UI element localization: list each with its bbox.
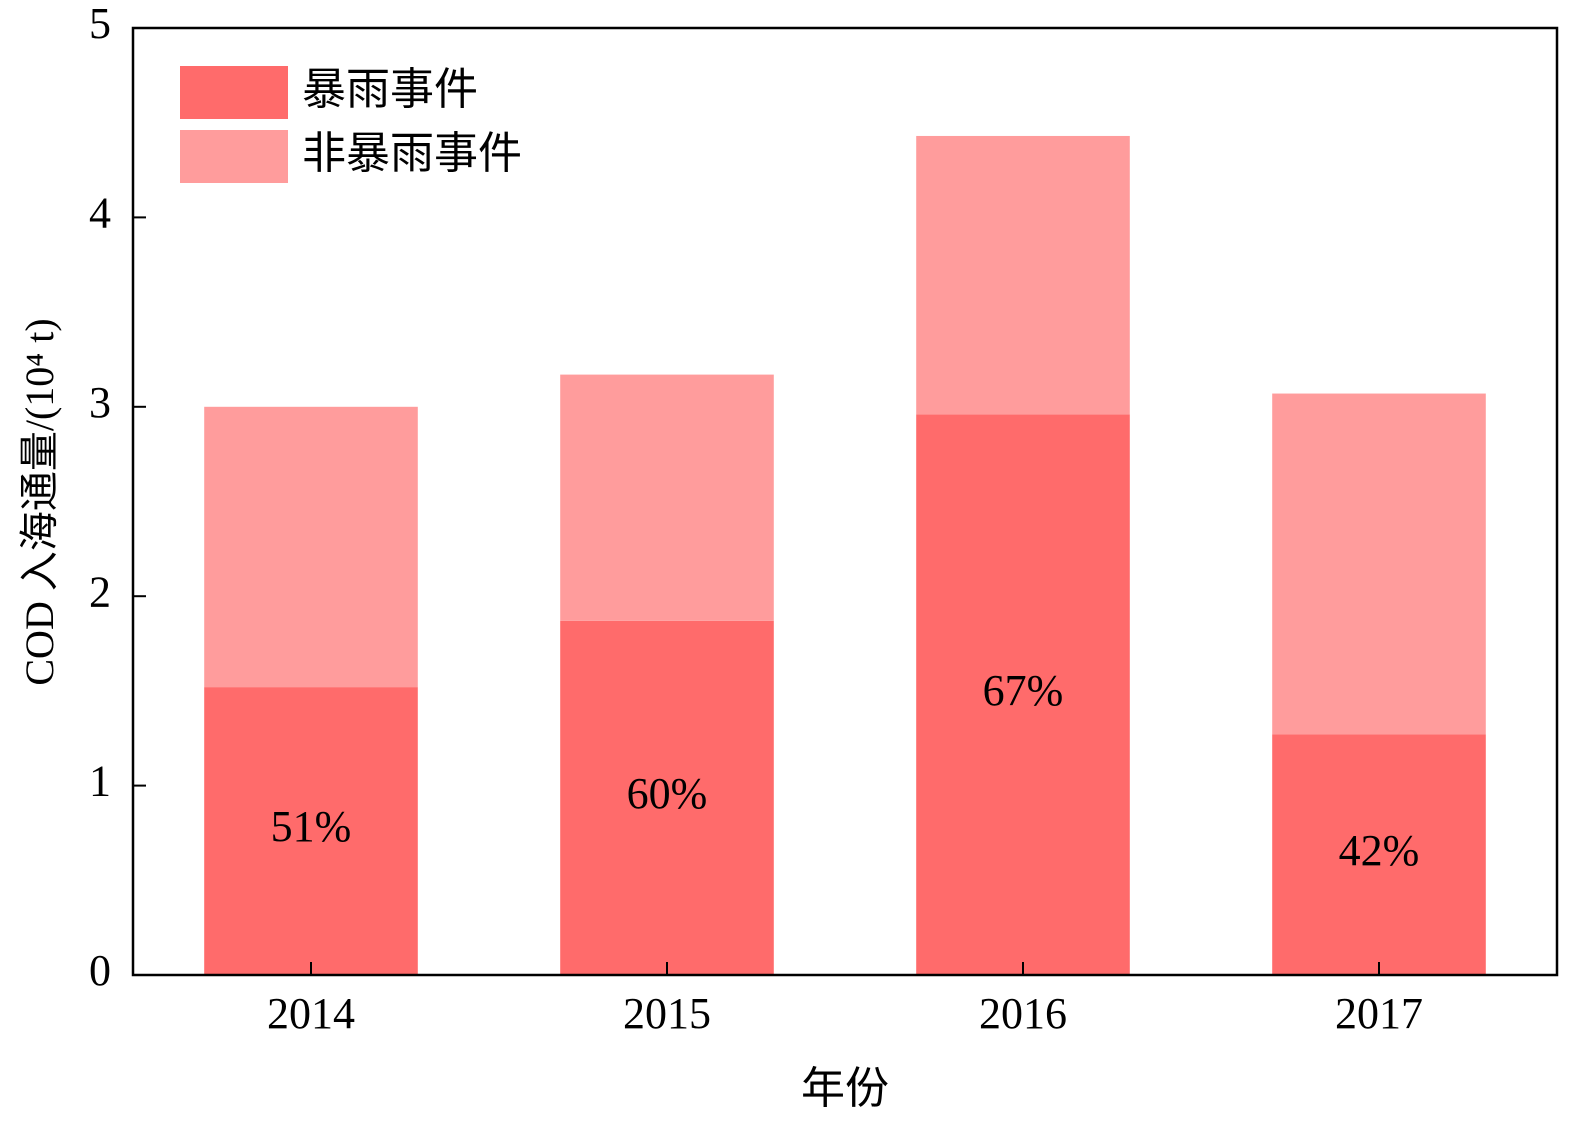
bar-annotation: 51%	[271, 802, 352, 851]
bar-segment	[560, 374, 774, 621]
bar-segment	[1272, 734, 1486, 975]
bar-segment	[1272, 393, 1486, 735]
x-axis-label: 年份	[801, 1064, 889, 1113]
x-tick-label: 2016	[979, 989, 1067, 1038]
bar-annotation: 60%	[627, 769, 708, 818]
y-tick-label: 0	[89, 946, 111, 995]
x-tick-label: 2015	[623, 989, 711, 1038]
bar-segment	[204, 687, 418, 975]
bar-segment	[916, 135, 1130, 415]
y-axis-label: COD 入海通量/(10⁴ t)	[17, 318, 62, 685]
x-tick-label: 2017	[1335, 989, 1423, 1038]
legend-label: 非暴雨事件	[302, 129, 522, 178]
legend-swatch	[180, 66, 288, 119]
y-tick-label: 4	[89, 188, 111, 237]
bar-segment	[204, 406, 418, 688]
bar-annotation: 67%	[983, 666, 1064, 715]
y-tick-label: 1	[89, 757, 111, 806]
legend-label: 暴雨事件	[302, 65, 478, 114]
legend-swatch	[180, 130, 288, 183]
bar-segment	[916, 414, 1130, 976]
bar-annotation: 42%	[1339, 826, 1420, 875]
bar-segment	[560, 620, 774, 975]
y-tick-label: 2	[89, 567, 111, 616]
x-tick-label: 2014	[267, 989, 355, 1038]
y-tick-label: 3	[89, 378, 111, 427]
plot-frame	[131, 26, 1559, 977]
y-tick-label: 5	[89, 0, 111, 48]
